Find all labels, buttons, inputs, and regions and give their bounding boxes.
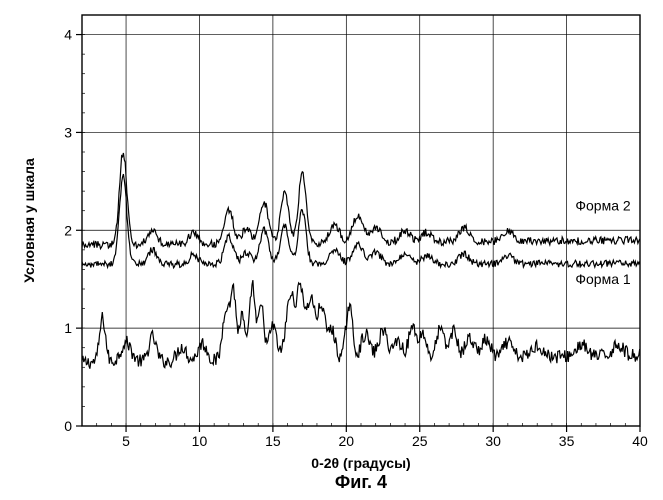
svg-text:10: 10 [192, 433, 208, 449]
svg-text:1: 1 [64, 320, 72, 336]
svg-text:15: 15 [265, 433, 281, 449]
svg-text:3: 3 [64, 124, 72, 140]
annotation: Форма 2 [575, 198, 631, 214]
x-axis-label: 0-2θ (градусы) [311, 455, 410, 471]
svg-text:5: 5 [122, 433, 130, 449]
y-axis-label: Условная y шкала [21, 158, 37, 283]
svg-text:0: 0 [64, 418, 72, 434]
svg-text:20: 20 [339, 433, 355, 449]
svg-text:40: 40 [632, 433, 648, 449]
svg-text:2: 2 [64, 222, 72, 238]
svg-text:30: 30 [485, 433, 501, 449]
svg-text:25: 25 [412, 433, 428, 449]
figure-caption: Фиг. 4 [335, 472, 387, 492]
xrd-chart: 5 10 15 20 25 30 35 40 0 1 2 3 4 Форма 2 Форма 1 0-2θ (… [0, 0, 663, 500]
chart-svg: 5 10 15 20 25 30 35 40 0 1 2 3 4 Форма 2 Форма 1 0-2θ (… [0, 0, 663, 500]
annotation: Форма 1 [575, 271, 631, 287]
svg-text:35: 35 [559, 433, 575, 449]
svg-text:4: 4 [64, 27, 72, 43]
